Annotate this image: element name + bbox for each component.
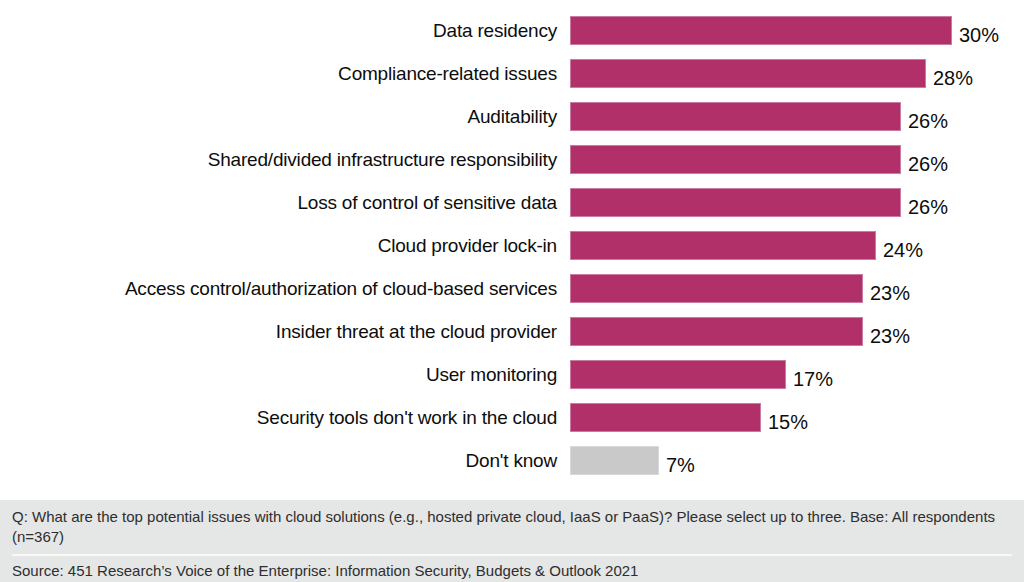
bar-area: 24% bbox=[570, 231, 923, 260]
category-label: Data residency bbox=[0, 20, 557, 42]
category-label: Access control/authorization of cloud-ba… bbox=[0, 278, 557, 300]
bar bbox=[570, 59, 926, 88]
chart-row: Cloud provider lock-in 24% bbox=[0, 224, 1024, 267]
category-label: Loss of control of sensitive data bbox=[0, 192, 557, 214]
chart-row: Security tools don't work in the cloud 1… bbox=[0, 396, 1024, 439]
chart-row: Data residency 30% bbox=[0, 9, 1024, 52]
bar bbox=[570, 102, 901, 131]
bar-area: 28% bbox=[570, 59, 973, 88]
value-label: 17% bbox=[793, 368, 833, 391]
category-label: Auditability bbox=[0, 106, 557, 128]
value-label: 7% bbox=[666, 454, 695, 477]
bar bbox=[570, 145, 901, 174]
category-label: Cloud provider lock-in bbox=[0, 235, 557, 257]
chart-row: Loss of control of sensitive data 26% bbox=[0, 181, 1024, 224]
footnote-block: Q: What are the top potential issues wit… bbox=[0, 500, 1024, 582]
chart-rows: Data residency 30% Compliance-related is… bbox=[0, 9, 1024, 482]
bar-area: 26% bbox=[570, 102, 948, 131]
chart-row: Don't know 7% bbox=[0, 439, 1024, 482]
value-label: 23% bbox=[870, 282, 910, 305]
chart-row: Insider threat at the cloud provider 23% bbox=[0, 310, 1024, 353]
bar-area: 17% bbox=[570, 360, 833, 389]
chart-row: Auditability 26% bbox=[0, 95, 1024, 138]
bar-area: 23% bbox=[570, 274, 910, 303]
category-label: Compliance-related issues bbox=[0, 63, 557, 85]
category-label: Security tools don't work in the cloud bbox=[0, 407, 557, 429]
value-label: 15% bbox=[768, 411, 808, 434]
source-text: Source: 451 Research’s Voice of the Ente… bbox=[12, 554, 1012, 581]
bar bbox=[570, 231, 876, 260]
survey-question-text: Q: What are the top potential issues wit… bbox=[12, 507, 1012, 548]
bar-area: 30% bbox=[570, 16, 999, 45]
chart-row: Shared/divided infrastructure responsibi… bbox=[0, 138, 1024, 181]
bar-area: 7% bbox=[570, 446, 695, 475]
bar bbox=[570, 446, 659, 475]
value-label: 26% bbox=[908, 153, 948, 176]
bar-area: 26% bbox=[570, 145, 948, 174]
bar bbox=[570, 16, 952, 45]
bar-area: 23% bbox=[570, 317, 910, 346]
category-label: Insider threat at the cloud provider bbox=[0, 321, 557, 343]
category-label: Shared/divided infrastructure responsibi… bbox=[0, 149, 557, 171]
bar-area: 26% bbox=[570, 188, 948, 217]
bar bbox=[570, 274, 863, 303]
bar bbox=[570, 188, 901, 217]
bar bbox=[570, 403, 761, 432]
bar-chart: Data residency 30% Compliance-related is… bbox=[0, 0, 1024, 482]
chart-row: Access control/authorization of cloud-ba… bbox=[0, 267, 1024, 310]
value-label: 23% bbox=[870, 325, 910, 348]
value-label: 28% bbox=[933, 67, 973, 90]
value-label: 30% bbox=[959, 24, 999, 47]
bar bbox=[570, 360, 786, 389]
value-label: 26% bbox=[908, 196, 948, 219]
bar bbox=[570, 317, 863, 346]
chart-row: Compliance-related issues 28% bbox=[0, 52, 1024, 95]
category-label: User monitoring bbox=[0, 364, 557, 386]
value-label: 26% bbox=[908, 110, 948, 133]
category-label: Don't know bbox=[0, 450, 557, 472]
bar-area: 15% bbox=[570, 403, 808, 432]
chart-row: User monitoring 17% bbox=[0, 353, 1024, 396]
value-label: 24% bbox=[883, 239, 923, 262]
